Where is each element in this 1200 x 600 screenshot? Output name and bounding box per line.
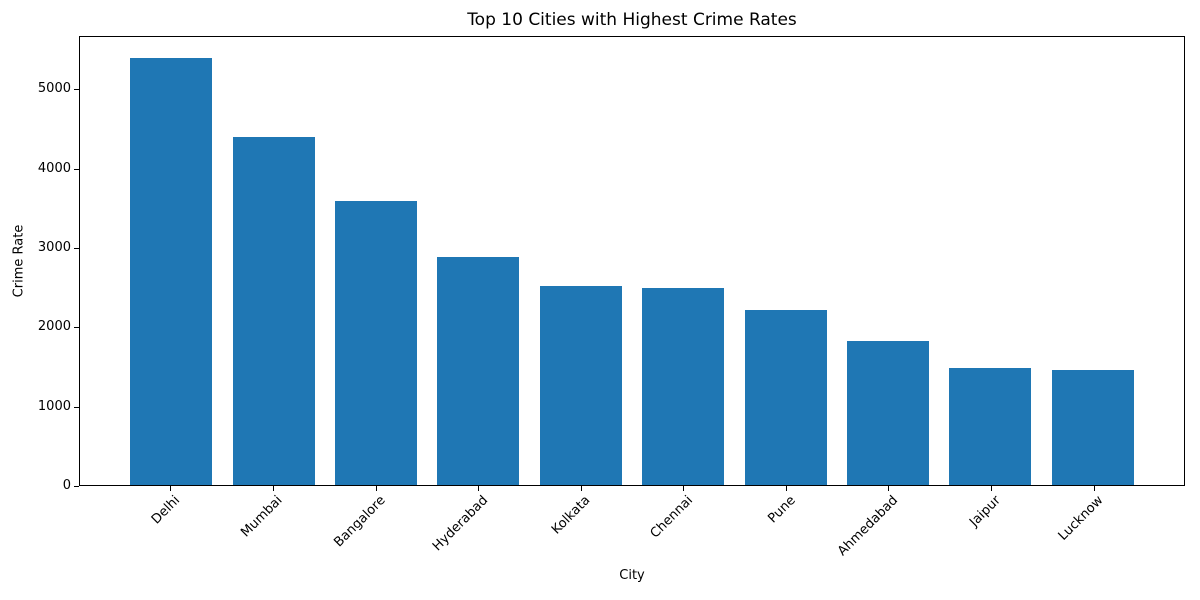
plot-area bbox=[79, 36, 1185, 486]
y-axis-label: Crime Rate bbox=[11, 224, 27, 298]
y-tick-label-4000: 4000 bbox=[37, 160, 71, 176]
y-tick-label-3000: 3000 bbox=[37, 239, 71, 255]
bar-mumbai bbox=[232, 136, 315, 485]
x-tick-mark bbox=[478, 486, 480, 491]
bar-pune bbox=[744, 310, 827, 485]
x-tick-mark bbox=[170, 486, 172, 491]
bar-lucknow bbox=[1051, 370, 1134, 485]
y-tick-label-2000: 2000 bbox=[37, 319, 71, 335]
y-tick-mark bbox=[74, 247, 79, 249]
x-axis-label: City bbox=[619, 568, 645, 583]
bar-delhi bbox=[130, 58, 213, 485]
y-tick-label-1000: 1000 bbox=[37, 398, 71, 414]
bar-jaipur bbox=[949, 368, 1032, 485]
bar-hyderabad bbox=[437, 257, 520, 485]
bar-bangalore bbox=[335, 201, 417, 485]
x-tick-mark bbox=[375, 486, 377, 491]
x-tick-mark bbox=[888, 486, 890, 491]
bar-kolkata bbox=[539, 285, 622, 485]
y-tick-mark bbox=[74, 168, 79, 170]
y-tick-mark bbox=[74, 89, 79, 91]
bar-chennai bbox=[642, 288, 725, 485]
chart-title: Top 10 Cities with Highest Crime Rates bbox=[467, 10, 797, 30]
y-tick-mark bbox=[74, 327, 79, 329]
y-tick-mark bbox=[74, 406, 79, 408]
x-tick-mark bbox=[991, 486, 993, 491]
x-tick-mark bbox=[785, 486, 787, 491]
x-tick-mark bbox=[272, 486, 274, 491]
y-tick-label-5000: 5000 bbox=[37, 81, 71, 97]
y-tick-label-0: 0 bbox=[62, 478, 71, 493]
bar-ahmedabad bbox=[847, 341, 929, 485]
x-tick-mark bbox=[1093, 486, 1095, 491]
y-tick-mark bbox=[74, 486, 79, 487]
x-tick-mark bbox=[683, 486, 685, 491]
x-tick-mark bbox=[580, 486, 582, 491]
